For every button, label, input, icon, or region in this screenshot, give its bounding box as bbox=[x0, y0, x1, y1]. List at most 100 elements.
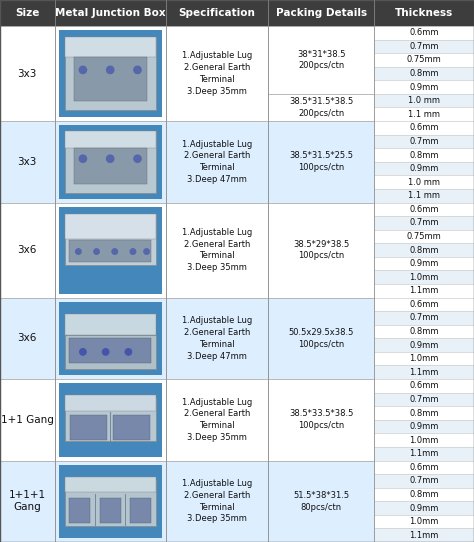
Text: 1.Adjustable Lug
2.General Earth
Terminal
3.Deep 35mm: 1.Adjustable Lug 2.General Earth Termina… bbox=[182, 479, 252, 524]
Bar bbox=[0, 0, 55, 26]
Text: 38.5*31.5*38.5
200pcs/ctn: 38.5*31.5*38.5 200pcs/ctn bbox=[289, 97, 353, 118]
Bar bbox=[374, 379, 474, 392]
Text: 0.8mm: 0.8mm bbox=[410, 151, 439, 159]
Text: 1.1mm: 1.1mm bbox=[410, 449, 439, 458]
Text: Packing Details: Packing Details bbox=[275, 8, 367, 18]
Bar bbox=[374, 392, 474, 406]
Bar bbox=[374, 515, 474, 528]
Bar bbox=[268, 379, 374, 461]
Bar bbox=[374, 528, 474, 542]
Text: 0.7mm: 0.7mm bbox=[410, 137, 439, 146]
Bar bbox=[374, 501, 474, 515]
Bar bbox=[65, 314, 155, 335]
Text: 0.7mm: 0.7mm bbox=[410, 218, 439, 228]
Bar bbox=[374, 311, 474, 325]
Bar bbox=[65, 131, 155, 148]
Bar bbox=[55, 26, 166, 121]
Bar bbox=[65, 131, 155, 192]
Text: 0.8mm: 0.8mm bbox=[410, 69, 439, 78]
Circle shape bbox=[107, 66, 114, 74]
Bar bbox=[374, 94, 474, 107]
Bar bbox=[100, 498, 121, 523]
Bar bbox=[65, 395, 155, 410]
Text: 0.6mm: 0.6mm bbox=[410, 382, 439, 390]
Bar bbox=[65, 480, 155, 526]
Bar bbox=[374, 243, 474, 257]
Bar bbox=[374, 216, 474, 230]
Bar bbox=[65, 214, 155, 239]
Text: 1.0mm: 1.0mm bbox=[410, 273, 439, 282]
Bar bbox=[55, 379, 166, 461]
Text: 0.7mm: 0.7mm bbox=[410, 395, 439, 404]
Bar bbox=[374, 26, 474, 40]
Bar bbox=[166, 0, 268, 26]
Text: 0.8mm: 0.8mm bbox=[410, 490, 439, 499]
Text: 0.8mm: 0.8mm bbox=[410, 327, 439, 336]
Bar bbox=[69, 241, 151, 262]
Bar bbox=[70, 415, 108, 440]
Circle shape bbox=[134, 155, 141, 163]
Text: Size: Size bbox=[15, 8, 39, 18]
Bar bbox=[268, 26, 374, 94]
Text: Specification: Specification bbox=[178, 8, 255, 18]
Text: 0.7mm: 0.7mm bbox=[410, 476, 439, 486]
Bar bbox=[374, 365, 474, 379]
Text: 0.9mm: 0.9mm bbox=[410, 504, 439, 513]
Bar bbox=[268, 0, 374, 26]
Text: 1.0mm: 1.0mm bbox=[410, 354, 439, 363]
Bar bbox=[58, 30, 162, 117]
Bar bbox=[374, 162, 474, 176]
Circle shape bbox=[102, 349, 109, 355]
Text: 0.6mm: 0.6mm bbox=[410, 205, 439, 214]
Bar bbox=[374, 338, 474, 352]
Bar bbox=[374, 420, 474, 434]
Bar bbox=[374, 134, 474, 148]
Bar bbox=[374, 488, 474, 501]
Text: 3x6: 3x6 bbox=[18, 333, 37, 343]
Bar bbox=[374, 406, 474, 420]
Text: 3x3: 3x3 bbox=[18, 68, 37, 79]
Text: 51.5*38*31.5
80pcs/ctn: 51.5*38*31.5 80pcs/ctn bbox=[293, 491, 349, 512]
Bar bbox=[268, 203, 374, 298]
Bar bbox=[374, 447, 474, 461]
Bar bbox=[374, 189, 474, 203]
Text: 0.75mm: 0.75mm bbox=[407, 55, 442, 64]
Bar bbox=[374, 67, 474, 80]
Text: 1.Adjustable Lug
2.General Earth
Terminal
3.Deep 47mm: 1.Adjustable Lug 2.General Earth Termina… bbox=[182, 316, 252, 360]
Text: 0.7mm: 0.7mm bbox=[410, 313, 439, 322]
Text: 1+1+1
Gang: 1+1+1 Gang bbox=[9, 491, 46, 512]
Text: 0.6mm: 0.6mm bbox=[410, 28, 439, 37]
Bar bbox=[268, 461, 374, 542]
Circle shape bbox=[79, 155, 87, 163]
Text: 38*31*38.5
200pcs/ctn: 38*31*38.5 200pcs/ctn bbox=[297, 49, 346, 70]
Bar bbox=[74, 57, 146, 101]
Text: 0.9mm: 0.9mm bbox=[410, 164, 439, 173]
Bar bbox=[55, 461, 166, 542]
Bar bbox=[0, 26, 55, 121]
Bar bbox=[374, 474, 474, 488]
Bar bbox=[268, 94, 374, 121]
Bar bbox=[58, 207, 162, 294]
Text: 0.9mm: 0.9mm bbox=[410, 259, 439, 268]
Bar bbox=[74, 148, 146, 184]
Bar bbox=[374, 40, 474, 53]
Circle shape bbox=[144, 249, 149, 254]
Text: 3x6: 3x6 bbox=[18, 245, 37, 255]
Circle shape bbox=[125, 349, 132, 355]
Circle shape bbox=[112, 249, 118, 254]
Text: Thickness: Thickness bbox=[395, 8, 453, 18]
Text: 1.Adjustable Lug
2.General Earth
Terminal
3.Deep 47mm: 1.Adjustable Lug 2.General Earth Termina… bbox=[182, 140, 252, 184]
Bar bbox=[374, 352, 474, 365]
Bar bbox=[374, 257, 474, 270]
Bar bbox=[268, 121, 374, 203]
Text: 0.9mm: 0.9mm bbox=[410, 340, 439, 350]
Bar bbox=[130, 498, 151, 523]
Bar bbox=[55, 121, 166, 203]
Text: 1.0 mm: 1.0 mm bbox=[408, 178, 440, 186]
Bar bbox=[113, 415, 150, 440]
Bar bbox=[58, 301, 162, 375]
Bar bbox=[58, 383, 162, 456]
Bar bbox=[55, 203, 166, 298]
Text: 50.5x29.5x38.5
100pcs/ctn: 50.5x29.5x38.5 100pcs/ctn bbox=[289, 328, 354, 349]
Bar bbox=[65, 398, 155, 441]
